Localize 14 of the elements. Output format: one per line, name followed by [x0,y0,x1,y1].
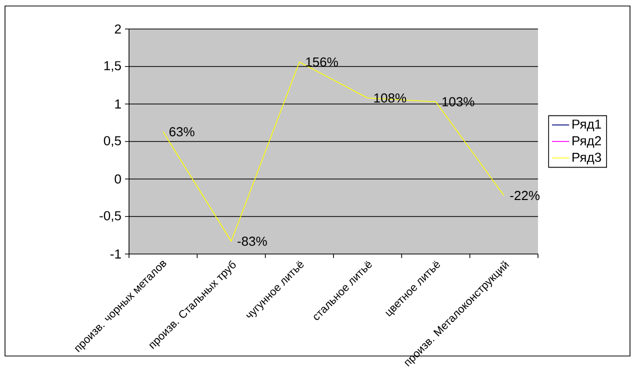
y-tick-label: 1 [115,99,121,108]
data-label: -83% [238,236,267,246]
y-tick-label: -0,5 [100,211,121,222]
data-label: 63% [169,127,194,136]
data-label: 156% [306,57,338,67]
y-tick-label: -1 [110,249,121,258]
data-label: -22% [510,190,540,200]
legend-label: Ряд2 [572,136,601,148]
y-tick-label: 0 [114,174,121,184]
legend-label: Ряд1 [572,120,601,132]
y-tick-label: 0,5 [104,136,121,147]
y-tick-label: 2 [114,24,121,34]
y-tick-label: 1,5 [104,61,121,72]
legend-label: Ряд3 [572,152,602,164]
